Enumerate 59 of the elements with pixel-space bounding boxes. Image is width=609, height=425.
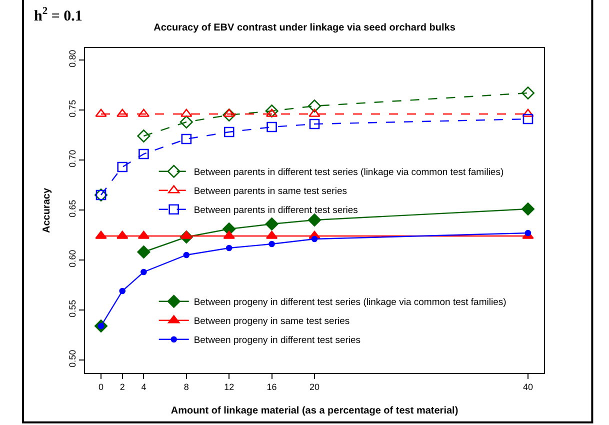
point bbox=[522, 108, 534, 117]
x-tick-label: 12 bbox=[224, 382, 234, 392]
point bbox=[521, 202, 534, 216]
legend-label: Between progeny in different test series (linkage via common test families) bbox=[194, 297, 506, 308]
point bbox=[224, 126, 234, 138]
y-tick-label: 0.65 bbox=[67, 200, 78, 218]
point bbox=[521, 86, 534, 100]
point bbox=[223, 108, 235, 117]
point bbox=[95, 230, 107, 239]
legend-label: Between parents in same test series bbox=[194, 186, 348, 198]
legend-label: Between parents in different test series bbox=[194, 205, 358, 216]
point bbox=[226, 244, 232, 252]
point bbox=[524, 230, 532, 236]
y-tick-label: 0.75 bbox=[67, 100, 78, 118]
x-tick-label: 40 bbox=[522, 382, 533, 392]
x-tick-label: 20 bbox=[309, 382, 320, 392]
point bbox=[140, 268, 147, 276]
point bbox=[181, 134, 192, 144]
x-tick-label: 2 bbox=[120, 382, 125, 392]
chart-title: Accuracy of EBV contrast under linkage via seed orchard bulks bbox=[154, 22, 456, 34]
point bbox=[522, 114, 534, 124]
point bbox=[308, 214, 321, 226]
point bbox=[117, 162, 128, 172]
point bbox=[266, 122, 277, 132]
point bbox=[180, 108, 192, 117]
point bbox=[138, 148, 149, 160]
point bbox=[137, 246, 150, 258]
legend-label: Between progeny in different test series bbox=[194, 335, 361, 346]
y-tick-label: 0.80 bbox=[67, 50, 78, 68]
point bbox=[180, 116, 193, 128]
legend-label: Between parents in different test series (linkage via common test families) bbox=[194, 167, 504, 178]
point bbox=[268, 240, 275, 248]
x-tick-label: 16 bbox=[266, 382, 277, 392]
x-tick-label: 4 bbox=[141, 382, 146, 392]
point bbox=[265, 104, 278, 118]
point bbox=[311, 236, 318, 242]
x-tick-label: 0 bbox=[98, 382, 104, 392]
point bbox=[265, 218, 278, 230]
text: h$^{2}$ = 0.1 bbox=[34, 6, 82, 24]
point bbox=[180, 230, 192, 239]
y-axis-title: Accuracy bbox=[41, 188, 52, 234]
point bbox=[183, 252, 190, 258]
y-tick-label: 0.60 bbox=[67, 250, 78, 268]
point bbox=[119, 288, 126, 294]
legend-label: Between progeny in same test series bbox=[194, 316, 350, 328]
y-tick-label: 0.70 bbox=[67, 150, 78, 168]
point bbox=[116, 108, 128, 117]
point bbox=[309, 118, 320, 130]
point bbox=[137, 130, 150, 142]
point bbox=[116, 230, 128, 239]
x-tick-label: 8 bbox=[184, 382, 189, 392]
point bbox=[223, 230, 235, 239]
y-tick-label: 0.50 bbox=[67, 350, 78, 368]
point bbox=[95, 108, 107, 117]
point bbox=[308, 100, 321, 112]
x-axis-title: Amount of linkage material (as a percentage of test material) bbox=[170, 405, 458, 416]
y-tick-label: 0.55 bbox=[67, 300, 78, 318]
point bbox=[222, 108, 236, 122]
point bbox=[308, 108, 320, 117]
